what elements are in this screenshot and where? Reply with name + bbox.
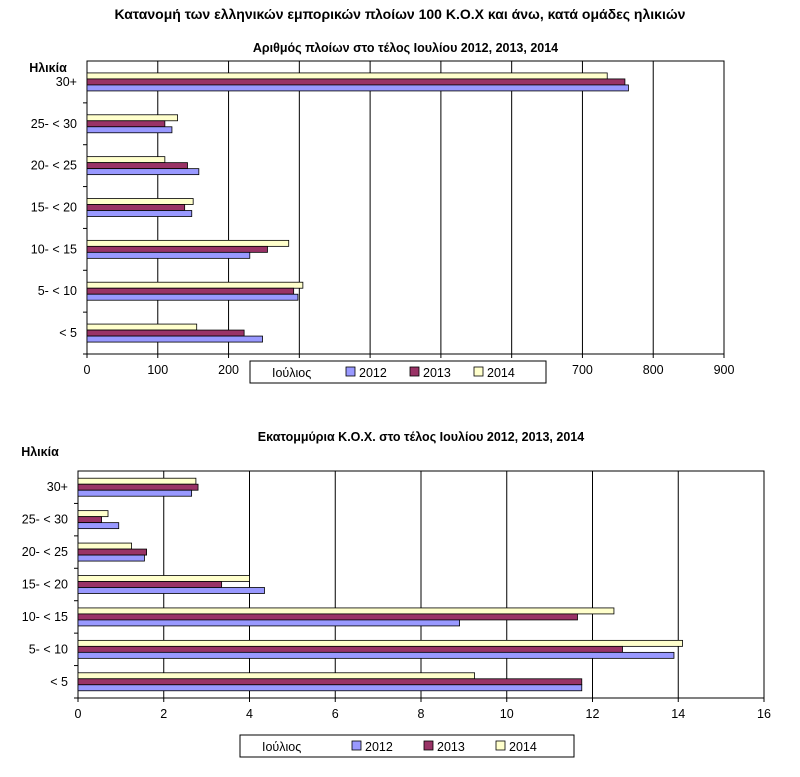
bar-2014 [77,510,109,518]
bar-2013 [86,287,295,295]
bar-2013 [86,329,245,337]
y-tick-label: 10- < 15 [31,242,77,256]
bar-2012 [77,651,675,659]
chart-title: Εκατομμύρια Κ.Ο.Χ. στο τέλος Ιουλίου 201… [258,430,584,444]
x-tick-label: 100 [147,363,168,377]
bar-2012 [86,335,263,343]
bar-2014 [86,323,198,331]
bar-2014 [86,281,304,289]
legend-label-2012: 2012 [365,740,393,754]
y-tick-label: 15- < 20 [22,578,68,592]
y-tick-label: 25- < 30 [22,513,68,527]
bar-2012 [77,619,460,627]
x-tick-label: 10 [500,707,514,721]
bar-2014 [86,198,194,205]
bar-2013 [77,548,147,556]
legend-title: Ιούλιος [272,366,311,380]
y-tick-label: 15- < 20 [31,201,77,215]
y-tick-label: 5- < 10 [29,642,68,656]
legend-label-2012: 2012 [359,366,387,380]
bar-2014 [77,607,615,615]
bar-2012 [77,587,265,594]
bar-2012 [86,251,251,259]
chart-ship-count: Αριθμός πλοίων στο τέλος Ιουλίου 2012, 2… [29,41,735,384]
legend-swatch-2013 [409,366,420,377]
bar-2014 [86,114,178,122]
bar-2014 [77,575,250,582]
bar-2012 [77,554,145,562]
y-tick-label: 30+ [47,480,68,494]
legend-swatch-2014 [473,366,484,377]
bar-2014 [77,639,683,647]
bar-2012 [86,210,193,217]
bar-2014 [77,672,475,680]
y-tick-label: < 5 [50,675,68,689]
x-tick-label: 6 [332,707,339,721]
x-tick-label: 4 [246,707,253,721]
legend-swatch-2014 [495,740,506,751]
bar-2013 [77,516,102,524]
bar-2013 [86,78,626,86]
x-tick-label: 14 [671,707,685,721]
bar-2012 [86,168,200,176]
x-tick-label: 8 [418,707,425,721]
bar-2014 [86,156,166,164]
bar-2013 [77,645,623,653]
legend: Ιούλιος 2012 2013 2014 [239,734,575,758]
x-tick-label: 0 [75,707,82,721]
x-tick-label: 800 [643,363,664,377]
legend-title: Ιούλιος [262,740,301,754]
bar-2013 [77,613,578,621]
legend-swatch-2012 [345,366,356,377]
bar-2012 [86,126,173,134]
bar-2013 [77,483,199,491]
bar-2013 [86,245,268,253]
chart-title: Αριθμός πλοίων στο τέλος Ιουλίου 2012, 2… [253,41,558,55]
bar-2012 [77,522,120,530]
page-title: Κατανομή των ελληνικών εμπορικών πλοίων … [114,6,686,22]
bar-2013 [77,678,583,686]
x-tick-label: 700 [572,363,593,377]
legend: Ιούλιος 2012 2013 2014 [249,360,547,384]
bar-2013 [86,162,188,170]
bar-2014 [77,542,132,550]
y-tick-label: 20- < 25 [22,545,68,559]
legend-box [239,734,575,758]
bar-2012 [77,684,583,692]
bar-2012 [86,293,299,301]
bar-2013 [86,120,166,128]
y-tick-label: 30+ [56,75,77,89]
bar-2014 [77,477,197,485]
x-tick-label: 0 [84,363,91,377]
legend-swatch-2013 [423,740,434,751]
legend-label-2013: 2013 [437,740,465,754]
x-tick-label: 900 [714,363,735,377]
y-tick-label: < 5 [59,326,77,340]
x-tick-label: 12 [586,707,600,721]
bar-2012 [86,84,629,92]
x-tick-label: 16 [757,707,771,721]
y-axis-label: Ηλικία [29,61,67,75]
legend-label-2014: 2014 [509,740,537,754]
chart-million-grt: Εκατομμύρια Κ.Ο.Χ. στο τέλος Ιουλίου 201… [21,430,771,758]
y-tick-label: 10- < 15 [22,610,68,624]
x-tick-label: 200 [218,363,239,377]
legend-swatch-2012 [351,740,362,751]
y-tick-label: 20- < 25 [31,159,77,173]
legend-label-2013: 2013 [423,366,451,380]
bar-2013 [77,581,223,588]
y-tick-label: 5- < 10 [38,284,77,298]
x-tick-label: 2 [160,707,167,721]
bar-2012 [77,489,193,497]
legend-label-2014: 2014 [487,366,515,380]
y-tick-label: 25- < 30 [31,117,77,131]
bar-2013 [86,204,186,211]
bar-2014 [86,239,290,247]
legend-box [249,360,547,384]
y-axis-label: Ηλικία [21,445,59,459]
bar-2014 [86,72,608,80]
